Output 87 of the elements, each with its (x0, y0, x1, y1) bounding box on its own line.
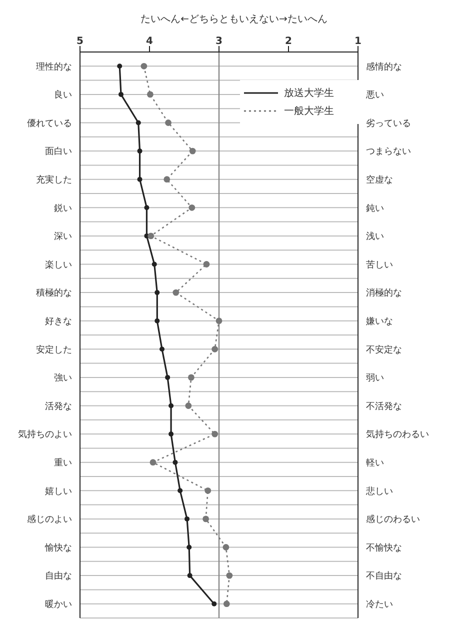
chart-title: たいへん←どちらともいえない→たいへん (140, 13, 328, 26)
y-tick-label: 楽しい (45, 259, 72, 270)
y-tick-label: 暖かい (45, 599, 72, 610)
point (140, 62, 148, 70)
point (178, 488, 183, 494)
x-tick-label: 4 (146, 36, 154, 47)
point (136, 120, 141, 126)
x-tick-label: 2 (285, 36, 292, 47)
point (187, 573, 192, 578)
point (216, 318, 222, 324)
y2-tick-label: 消極的な (366, 288, 402, 299)
point (154, 290, 160, 296)
y2-tick-label: 空虚な (366, 174, 393, 186)
y-tick-label: 重い (54, 458, 72, 469)
y2-tick-label: 弱い (366, 372, 384, 384)
point (164, 176, 170, 183)
y-tick-label: 嬉しい (45, 486, 72, 497)
legend-label: 放送大学生 (284, 86, 334, 100)
point (212, 346, 218, 352)
point (172, 289, 180, 296)
y-tick-label: 面白い (45, 146, 72, 158)
point (165, 120, 172, 126)
y-tick-label: 理性的な (36, 61, 72, 72)
point (204, 487, 212, 494)
y2-tick-label: 軽い (366, 458, 384, 469)
y2-tick-label: 悲しい (365, 486, 393, 497)
y2-tick-label: 不愉快な (366, 542, 402, 554)
point (152, 262, 157, 267)
y-tick-label: 深い (54, 231, 72, 242)
point (150, 459, 156, 466)
y2-tick-label: 気持ちのわるい (366, 429, 429, 440)
y-tick-label: 活発な (45, 400, 72, 412)
y-tick-label: 良い (54, 90, 72, 101)
y2-tick-label: 浅い (366, 231, 384, 242)
point (154, 318, 160, 324)
point (188, 204, 196, 211)
y2-tick-label: 不安定な (366, 344, 402, 356)
point (186, 544, 192, 550)
y2-tick-label: つまらない (366, 147, 411, 158)
y2-tick-label: 劣っている (366, 118, 411, 129)
x-tick-label: 5 (76, 36, 84, 47)
y-tick-label: 好きな (45, 316, 72, 328)
point (165, 374, 170, 380)
y2-tick-label: 苦しい (366, 259, 393, 270)
y2-tick-label: 冷たい (366, 599, 393, 610)
point (160, 346, 165, 352)
point (226, 572, 233, 579)
y2-tick-label: 不自由な (366, 570, 402, 582)
point (203, 261, 210, 268)
y2-tick-label: 感情的な (366, 61, 402, 72)
y2-tick-label: 鈍い (366, 202, 384, 214)
y2-tick-label: 感じのわるい (366, 514, 420, 526)
point (189, 148, 196, 154)
point (172, 460, 178, 465)
point (212, 430, 218, 438)
point (117, 64, 122, 69)
y-tick-label: 積極的な (36, 288, 72, 299)
x-tick-label: 3 (216, 36, 223, 47)
y-tick-label: 気持ちのよい (18, 429, 72, 440)
point (148, 232, 154, 240)
y-tick-label: 安定した (36, 344, 72, 356)
point (212, 601, 217, 606)
point (118, 92, 124, 97)
y2-tick-label: 悪い (365, 90, 384, 101)
y-tick-label: 充実した (36, 174, 72, 186)
y-tick-label: 感じのよい (27, 514, 72, 526)
point (188, 374, 194, 381)
point (144, 205, 150, 210)
y2-tick-label: 嫌いな (366, 316, 393, 328)
legend-label: 一般大学生 (284, 104, 334, 118)
point (202, 516, 209, 522)
point (185, 402, 192, 409)
y2-tick-label: 不活発な (366, 400, 402, 412)
point (184, 516, 190, 522)
point (222, 544, 230, 550)
x-tick-label: 1 (354, 36, 362, 47)
point (223, 600, 230, 608)
point (168, 403, 174, 408)
y-tick-label: 強い (54, 372, 72, 384)
y-tick-label: 鋭い (54, 202, 72, 214)
point (137, 176, 142, 182)
y-tick-label: 自由な (45, 570, 72, 582)
point (146, 91, 154, 98)
y-tick-label: 優れている (27, 118, 72, 129)
y-tick-label: 愉快な (44, 542, 72, 554)
point (137, 148, 142, 154)
point (168, 432, 174, 437)
